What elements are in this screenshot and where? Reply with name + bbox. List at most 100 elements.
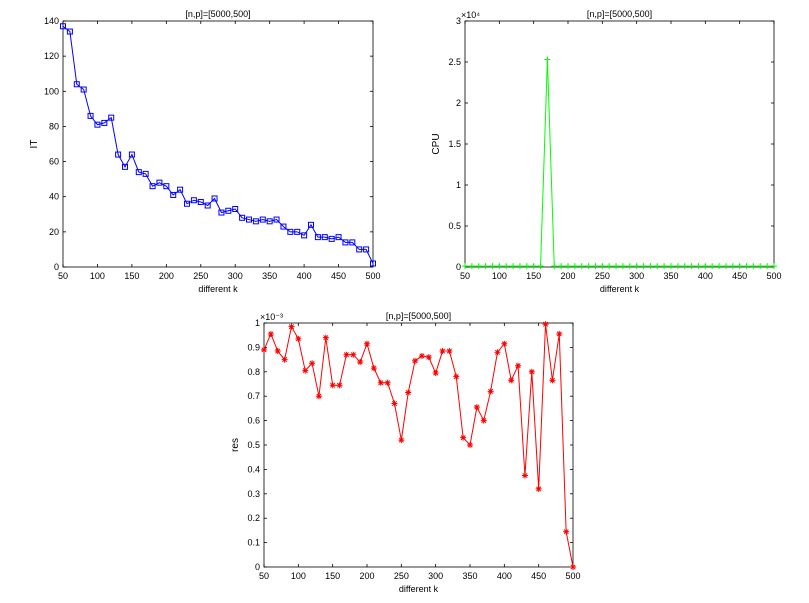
y-axis-label: IT <box>29 140 40 149</box>
data-point-res <box>295 335 302 342</box>
x-tick-label: 150 <box>325 571 340 581</box>
plot-area-res <box>263 322 574 568</box>
data-point-cpu <box>537 263 544 270</box>
data-point-res <box>377 379 384 386</box>
data-point-cpu <box>647 263 654 270</box>
x-tick-label: 500 <box>766 271 781 281</box>
x-tick-label: 200 <box>359 571 374 581</box>
data-point-res <box>391 400 398 407</box>
data-point-res <box>542 321 549 328</box>
x-tick-label: 450 <box>331 271 346 281</box>
data-point-cpu <box>757 263 764 270</box>
data-point-it <box>349 239 356 246</box>
data-point-cpu <box>702 263 709 270</box>
data-point-cpu <box>729 263 736 270</box>
chart-title: [n,p]=[5000,500] <box>587 9 652 19</box>
data-point-res <box>494 349 501 356</box>
data-point-it <box>273 216 280 223</box>
x-tick-label: 450 <box>732 271 747 281</box>
data-point-cpu <box>743 263 750 270</box>
y-tick-label: 80 <box>49 121 59 131</box>
y-tick-label: 0.7 <box>247 391 260 401</box>
y-tick-label: 60 <box>49 157 59 167</box>
data-point-cpu <box>558 263 565 270</box>
y-tick-label: 0 <box>54 262 59 272</box>
y-tick-label: 0.4 <box>247 464 260 474</box>
data-point-it <box>259 216 266 223</box>
x-tick-label: 500 <box>565 571 580 581</box>
data-point-it <box>108 114 115 121</box>
data-point-res <box>412 357 419 364</box>
data-point-it <box>94 121 101 128</box>
y-tick-label: 0.8 <box>247 367 260 377</box>
y-tick-label: 2.5 <box>448 57 461 67</box>
y-axis-label: CPU <box>431 133 442 154</box>
data-point-cpu <box>716 263 723 270</box>
data-point-it <box>363 246 370 253</box>
x-tick-label: 200 <box>159 271 174 281</box>
data-point-it <box>142 170 149 177</box>
y-tick-label: 1 <box>456 180 461 190</box>
data-point-res <box>267 330 274 337</box>
x-axis-label: different k <box>600 284 640 294</box>
x-tick-label: 250 <box>595 271 610 281</box>
data-point-it <box>246 216 252 223</box>
data-point-res <box>460 434 467 441</box>
data-point-cpu <box>661 263 668 270</box>
x-tick-label: 400 <box>297 271 312 281</box>
data-point-cpu <box>523 263 530 270</box>
data-point-it <box>184 200 190 207</box>
data-point-cpu <box>709 263 716 270</box>
x-tick-label: 450 <box>531 571 546 581</box>
data-point-res <box>370 365 377 372</box>
data-point-it <box>232 206 239 213</box>
y-tick-label: 1.5 <box>448 139 461 149</box>
data-point-cpu <box>592 263 599 270</box>
data-point-cpu <box>640 263 647 270</box>
data-point-it <box>252 218 259 225</box>
data-point-res <box>309 360 316 367</box>
y-tick-label: 0.6 <box>247 416 260 426</box>
data-point-res <box>439 348 446 355</box>
data-point-it <box>356 246 363 253</box>
data-point-cpu <box>468 263 475 270</box>
data-point-cpu <box>544 56 551 63</box>
data-point-res <box>453 373 460 380</box>
x-tick-label: 400 <box>698 271 713 281</box>
plot-area-cpu <box>464 20 775 268</box>
data-point-res <box>425 354 432 361</box>
data-point-cpu <box>626 263 633 270</box>
plot-area-it <box>62 20 374 268</box>
data-point-it <box>170 191 177 198</box>
data-point-cpu <box>482 263 489 270</box>
x-axis-label: different k <box>399 584 439 594</box>
data-point-cpu <box>771 263 777 270</box>
x-tick-label: 100 <box>291 571 306 581</box>
y-tick-label: 140 <box>44 16 59 26</box>
data-point-cpu <box>585 263 592 270</box>
data-point-it <box>135 169 142 176</box>
x-axis-label: different k <box>198 284 238 294</box>
data-point-res <box>480 417 487 424</box>
data-point-it <box>115 151 122 158</box>
x-tick-label: 50 <box>460 271 470 281</box>
data-point-res <box>261 346 267 353</box>
data-point-it <box>218 209 225 216</box>
x-tick-label: 300 <box>629 271 644 281</box>
data-point-res <box>446 348 453 355</box>
data-point-cpu <box>633 263 640 270</box>
data-point-it <box>335 234 342 241</box>
y-tick-label: 3 <box>456 16 461 26</box>
data-point-cpu <box>489 263 496 270</box>
data-point-res <box>405 389 412 396</box>
data-point-it <box>328 235 335 242</box>
data-point-it <box>321 234 328 241</box>
data-point-cpu <box>578 263 585 270</box>
data-point-it <box>266 218 273 225</box>
data-point-res <box>515 362 522 369</box>
data-point-res <box>570 564 576 570</box>
data-point-cpu <box>736 263 743 270</box>
data-point-it <box>73 81 80 88</box>
x-tick-label: 100 <box>90 271 105 281</box>
